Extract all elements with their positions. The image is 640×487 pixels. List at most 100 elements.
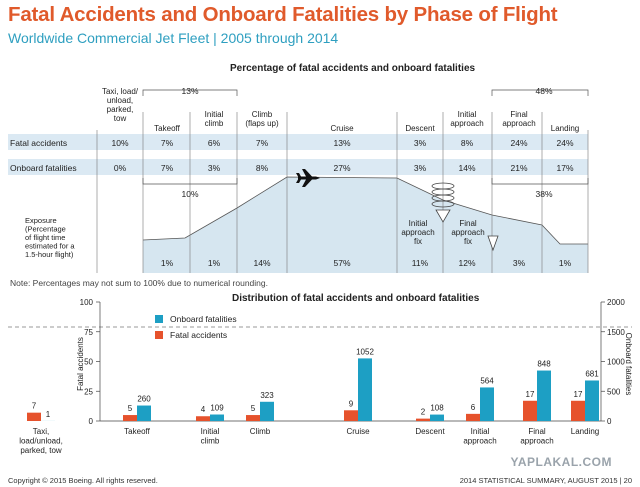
fatal-accidents-value-label: 2 xyxy=(421,408,426,417)
final-approach-fix-label: Final approach fix xyxy=(451,219,484,246)
exposure-area xyxy=(143,177,588,273)
rounding-note: Note: Percentages may not sum to 100% du… xyxy=(10,278,268,288)
phase-label: Initial approach xyxy=(450,110,483,128)
fatal-accidents-bar xyxy=(523,400,537,421)
onboard-fatalities-bar xyxy=(430,414,444,421)
exposure-percent: 12% xyxy=(458,258,475,268)
phase-of-flight-diagram: 13% 10% 48% 38% Fatal accidents Onboard fatal… xyxy=(8,86,589,288)
right-y-tick-label: 0 xyxy=(607,417,612,426)
category-label: Initial approach xyxy=(463,427,496,446)
fatal-accidents-bar xyxy=(27,412,41,421)
category-label: Takeoff xyxy=(124,427,150,436)
onboard-fatalities-value-label: 848 xyxy=(537,360,551,369)
fatal-accidents-percent: 8% xyxy=(461,138,474,148)
exposure-label: Exposure (Percentage of flight time estimat… xyxy=(25,216,75,259)
group-label-top-left: 13% xyxy=(181,86,198,96)
row-label-fatal-accidents: Fatal accidents xyxy=(10,138,67,148)
exposure-percent: 57% xyxy=(333,258,350,268)
legend-swatch-onboard-fatalities xyxy=(155,315,163,323)
category-label: Initial climb xyxy=(201,427,220,446)
right-y-axis-label: Onboard fatalities xyxy=(624,333,633,396)
watermark-text: YAPLAKAL.COM xyxy=(510,455,612,469)
onboard-fatalities-percent: 17% xyxy=(556,163,573,173)
top-section-title: Percentage of fatal accidents and onboar… xyxy=(230,63,476,74)
onboard-fatalities-value-label: 109 xyxy=(210,404,224,413)
right-y-tick-label: 1500 xyxy=(607,328,625,337)
fatal-accidents-bar xyxy=(196,416,210,421)
fatal-accidents-percent: 3% xyxy=(414,138,427,148)
exposure-percent: 1% xyxy=(208,258,221,268)
fatal-accidents-value-label: 7 xyxy=(32,402,37,411)
phase-label: Takeoff xyxy=(154,124,180,133)
category-label: Landing xyxy=(571,427,599,436)
exposure-percent: 1% xyxy=(161,258,174,268)
onboard-fatalities-bar xyxy=(537,370,551,421)
fatal-accidents-percent: 7% xyxy=(161,138,174,148)
onboard-fatalities-value-label: 108 xyxy=(430,404,444,413)
onboard-fatalities-percent: 14% xyxy=(458,163,475,173)
onboard-fatalities-percent: 3% xyxy=(208,163,221,173)
fatal-accidents-bar xyxy=(246,415,260,421)
initial-approach-fix-label: Initial approach fix xyxy=(401,219,434,246)
row-label-onboard-fatalities: Onboard fatalities xyxy=(10,163,77,173)
group-label-bottom-right: 38% xyxy=(535,189,552,199)
phase-label: Final approach xyxy=(502,110,535,128)
fatal-accidents-percent: 6% xyxy=(208,138,221,148)
phase-label: Initial climb xyxy=(205,110,224,128)
onboard-fatalities-percent: 7% xyxy=(161,163,174,173)
left-y-tick-label: 100 xyxy=(80,298,94,307)
onboard-fatalities-bar xyxy=(585,380,599,421)
group-bracket-top-left xyxy=(142,89,238,96)
fatal-accidents-bar xyxy=(123,415,137,421)
legend-swatch-fatal-accidents xyxy=(155,331,163,339)
fatal-accidents-percent: 24% xyxy=(556,138,573,148)
left-y-tick-label: 25 xyxy=(84,387,93,396)
category-label: Climb xyxy=(250,427,271,436)
exposure-percent: 11% xyxy=(412,258,429,268)
left-y-tick-label: 75 xyxy=(84,328,93,337)
onboard-fatalities-bar xyxy=(480,387,494,421)
onboard-fatalities-percent: 21% xyxy=(510,163,527,173)
legend-label-fatal-accidents: Fatal accidents xyxy=(170,330,227,340)
group-bracket-bottom-right xyxy=(491,178,589,185)
fatal-accidents-value-label: 5 xyxy=(251,404,256,413)
category-label: Taxi, load/unload, parked, tow xyxy=(19,427,63,455)
initial-approach-fix-marker xyxy=(435,209,451,223)
fatal-accidents-percent: 7% xyxy=(256,138,269,148)
fatal-accidents-percent: 10% xyxy=(111,138,128,148)
category-label: Descent xyxy=(415,427,445,436)
fatal-accidents-value-label: 17 xyxy=(574,390,583,399)
onboard-fatalities-value-label: 1052 xyxy=(356,347,374,356)
onboard-fatalities-value-label: 323 xyxy=(260,391,274,400)
onboard-fatalities-value-label: 564 xyxy=(480,376,494,385)
flight-profile-line xyxy=(142,176,588,245)
right-y-tick-label: 500 xyxy=(607,387,621,396)
fatal-accidents-value-label: 9 xyxy=(349,399,354,408)
fatal-accidents-value-label: 17 xyxy=(526,390,535,399)
onboard-fatalities-value-label: 260 xyxy=(137,395,151,404)
phase-label: Descent xyxy=(405,124,435,133)
onboard-fatalities-percent: 27% xyxy=(333,163,350,173)
onboard-fatalities-bar xyxy=(260,401,274,421)
onboard-fatalities-percent: 3% xyxy=(414,163,427,173)
page-title: Fatal Accidents and Onboard Fatalities b… xyxy=(8,3,558,26)
fatal-accidents-bar xyxy=(571,400,585,421)
exposure-percent: 14% xyxy=(253,258,270,268)
right-y-tick-label: 2000 xyxy=(607,298,625,307)
fatal-accidents-value-label: 5 xyxy=(128,404,133,413)
group-label-bottom-left: 10% xyxy=(181,189,198,199)
fatal-accidents-row-band xyxy=(8,134,588,150)
onboard-fatalities-percent: 8% xyxy=(256,163,269,173)
onboard-fatalities-bar xyxy=(137,405,151,421)
fatal-accidents-bar xyxy=(344,410,358,421)
category-label: Final approach xyxy=(520,427,553,446)
exposure-percent: 1% xyxy=(559,258,572,268)
onboard-fatalities-row-band xyxy=(8,159,588,175)
fatal-accidents-percent: 24% xyxy=(510,138,527,148)
onboard-fatalities-value-label: 681 xyxy=(585,369,599,378)
legend-label-onboard-fatalities: Onboard fatalities xyxy=(170,314,237,324)
phase-label: Cruise xyxy=(330,124,354,133)
fatal-accidents-bar xyxy=(466,413,480,421)
fatal-accidents-value-label: 4 xyxy=(201,405,206,414)
